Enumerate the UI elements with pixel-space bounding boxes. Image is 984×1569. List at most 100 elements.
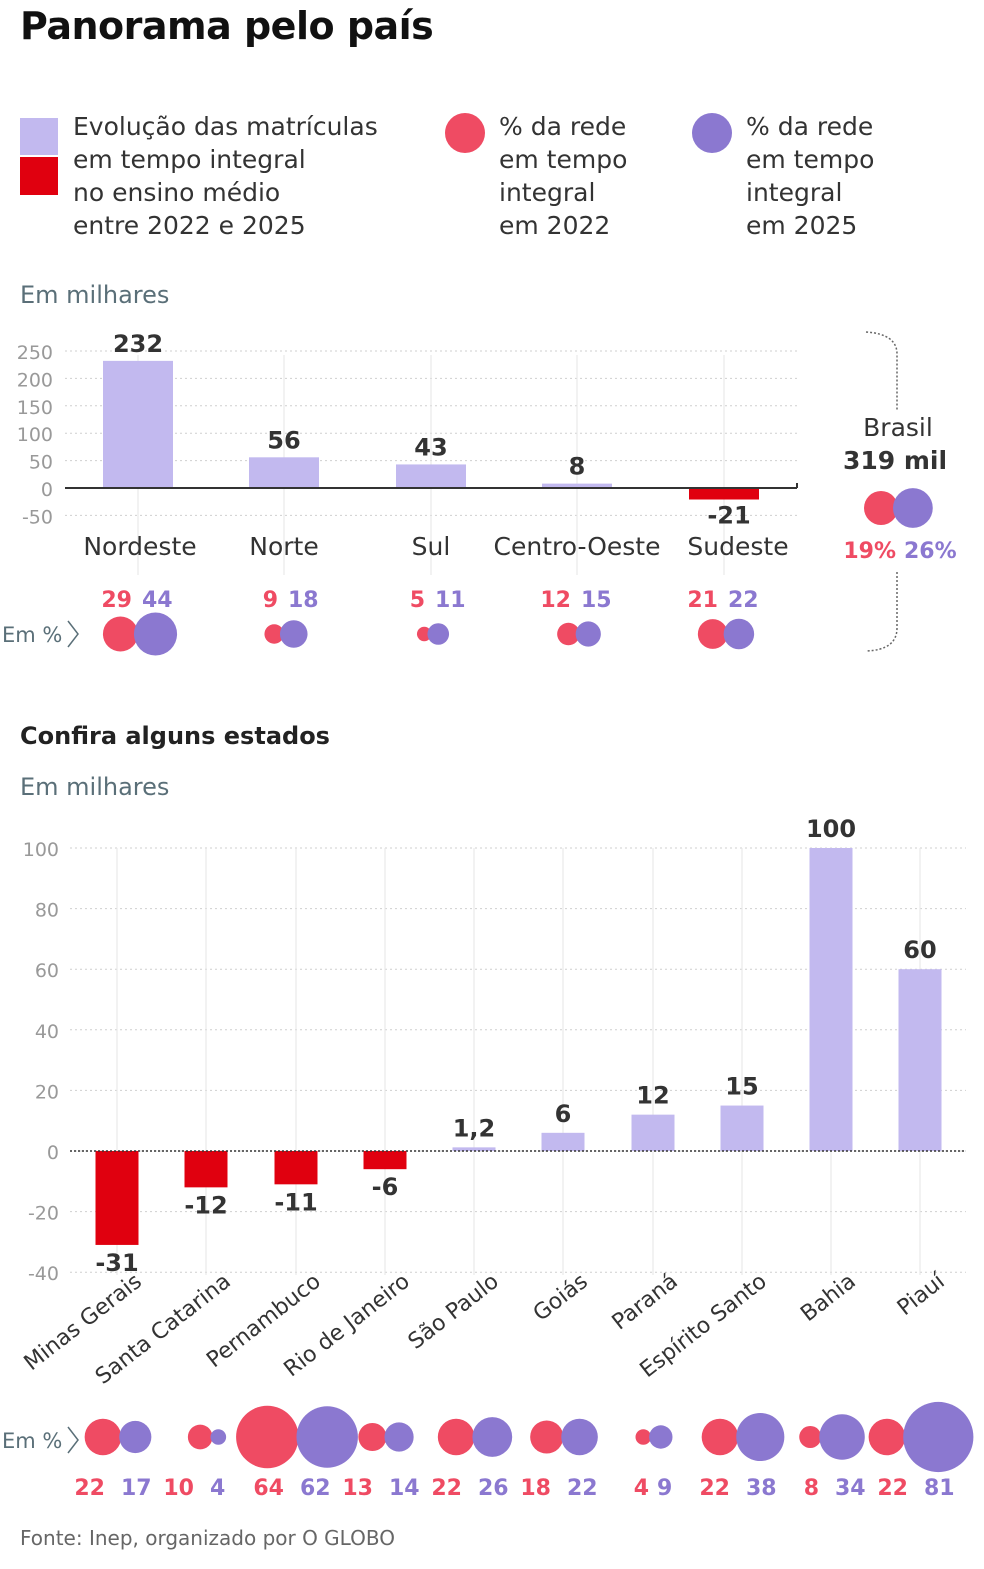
pct-2022-label: 8	[804, 1476, 819, 1501]
pct-2022-label: 9	[263, 588, 278, 613]
category-label: Sudeste	[687, 532, 788, 561]
page-title: Panorama pelo país	[20, 4, 434, 48]
pct-2025-circle	[133, 612, 178, 656]
unit-label-regions: Em milhares	[20, 281, 170, 309]
pct-2025-circle	[427, 623, 450, 645]
y-tick-label: -40	[28, 1263, 59, 1285]
legend-2025-text: % da rede em tempo integral em 2025	[746, 112, 875, 240]
pct-2022-circle	[868, 1418, 906, 1456]
data-label: -31	[95, 1249, 138, 1277]
pct-label: Em %	[2, 623, 62, 647]
brasil-bracket-bottom	[865, 572, 898, 652]
pct-2022-circle	[799, 1425, 822, 1449]
bar-minas-gerais	[95, 1151, 139, 1245]
bar-rio-de-janeiro	[363, 1151, 407, 1170]
legend-bar-text: Evolução das matrículas em tempo integra…	[73, 112, 378, 240]
legend-swatch-negative	[20, 157, 58, 195]
pct-2022-circle	[635, 1429, 652, 1445]
pct-2025-circle	[575, 621, 601, 647]
pct-2025-label: 34	[835, 1476, 866, 1501]
legend-swatch-positive	[20, 118, 58, 155]
pct-2025-label: 15	[581, 588, 612, 613]
bar-espirito-santo	[720, 1105, 764, 1151]
legend-dot-2025	[692, 113, 732, 153]
unit-label-states: Em milhares	[20, 773, 170, 801]
y-tick-label: 80	[35, 900, 59, 922]
pct-2022-label: 22	[877, 1476, 908, 1501]
y-tick-label: 60	[35, 960, 59, 982]
pct-2022-circle	[358, 1422, 387, 1452]
pct-2025-circle	[472, 1417, 513, 1457]
y-tick-label: 200	[17, 369, 53, 391]
category-label: Centro-Oeste	[494, 532, 661, 561]
data-label: 56	[267, 426, 300, 454]
y-tick-label: 100	[17, 424, 53, 446]
pct-2025-circle	[736, 1412, 785, 1462]
category-label: Nordeste	[83, 532, 196, 561]
pct-2022-label: 13	[342, 1476, 373, 1501]
bar-pernambuco	[274, 1151, 318, 1185]
brasil-2022-circle	[864, 491, 898, 525]
bar-santa-catarina	[184, 1151, 228, 1188]
y-tick-label: 0	[47, 1142, 59, 1164]
pct-2022-circle	[557, 622, 580, 646]
pct-2025-label: 17	[121, 1476, 152, 1501]
pct-2022-circle	[236, 1405, 299, 1469]
pct-2025-label: 26	[478, 1476, 509, 1501]
bar-goias	[541, 1132, 585, 1151]
data-label: -11	[274, 1188, 317, 1216]
y-tick-label: 150	[17, 397, 53, 419]
brasil-2022-label: 19%	[843, 539, 896, 564]
pct-chevron-icon	[67, 620, 79, 648]
pct-2022-circle	[530, 1420, 564, 1454]
category-label: Bahia	[796, 1269, 860, 1327]
pct-2025-label: 38	[746, 1476, 777, 1501]
pct-2025-circle	[279, 620, 308, 648]
pct-2022-label: 4	[634, 1476, 649, 1501]
brasil-label: Brasil	[863, 413, 933, 442]
pct-2022-label: 22	[74, 1476, 105, 1501]
source-note: Fonte: Inep, organizado por O GLOBO	[20, 1526, 395, 1550]
data-label: 15	[725, 1073, 758, 1101]
brasil-bracket-top	[865, 331, 898, 410]
y-tick-label: 50	[29, 452, 53, 474]
pct-2025-label: 44	[142, 588, 173, 613]
bar-norte	[249, 457, 319, 488]
data-label: 232	[113, 330, 163, 358]
pct-2025-label: 11	[435, 588, 466, 613]
data-label: -12	[184, 1191, 227, 1219]
pct-2022-label: 10	[163, 1476, 194, 1501]
pct-2025-label: 62	[300, 1476, 331, 1501]
bar-sul	[396, 464, 466, 488]
bar-nordeste	[103, 360, 173, 488]
pct-2025-circle	[384, 1422, 414, 1452]
data-label: -6	[372, 1173, 399, 1201]
bar-sao-paulo	[452, 1147, 496, 1151]
brasil-2025-circle	[892, 488, 933, 528]
pct-2022-circle	[102, 616, 138, 652]
y-tick-label: 20	[35, 1081, 59, 1103]
y-tick-label: 40	[35, 1021, 59, 1043]
data-label: 1,2	[453, 1114, 496, 1142]
category-label: Sul	[412, 532, 451, 561]
pct-2022-label: 22	[431, 1476, 462, 1501]
data-label: 43	[414, 433, 447, 461]
pct-2022-label: 5	[410, 588, 425, 613]
pct-2022-label: 18	[520, 1476, 551, 1501]
category-label: Norte	[249, 532, 318, 561]
data-label: 6	[555, 1100, 572, 1128]
bar-bahia	[809, 848, 853, 1151]
pct-2022-label: 22	[699, 1476, 730, 1501]
bar-piaui	[898, 969, 942, 1151]
data-label: 12	[636, 1082, 669, 1110]
regions-chart: 250 200 150 100 50 0 -50 232 Nordeste 56 Norte 43 Su…	[2, 330, 957, 656]
pct-2025-label: 14	[389, 1476, 420, 1501]
bar-centro-oeste	[542, 483, 612, 488]
pct-2025-circle	[296, 1406, 358, 1468]
states-subtitle: Confira alguns estados	[20, 722, 330, 750]
pct-2022-label: 12	[540, 588, 571, 613]
pct-2025-circle	[210, 1429, 227, 1445]
category-label: Paraná	[608, 1269, 683, 1335]
pct-2025-circle	[561, 1418, 598, 1456]
